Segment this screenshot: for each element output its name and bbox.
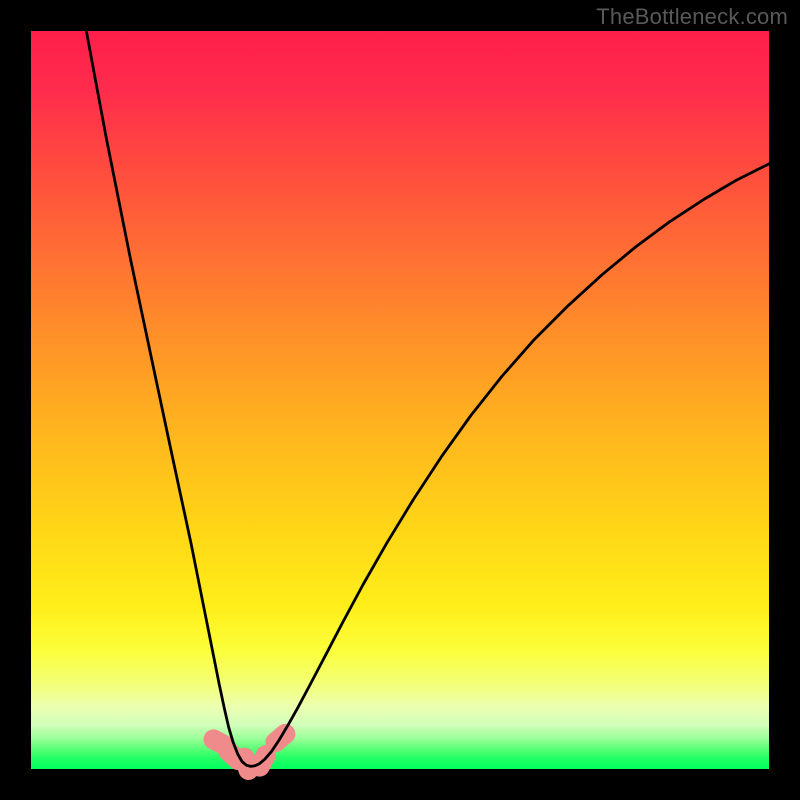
plot-background [31, 31, 769, 769]
watermark-text: TheBottleneck.com [596, 4, 788, 30]
bottleneck-chart [0, 0, 800, 800]
